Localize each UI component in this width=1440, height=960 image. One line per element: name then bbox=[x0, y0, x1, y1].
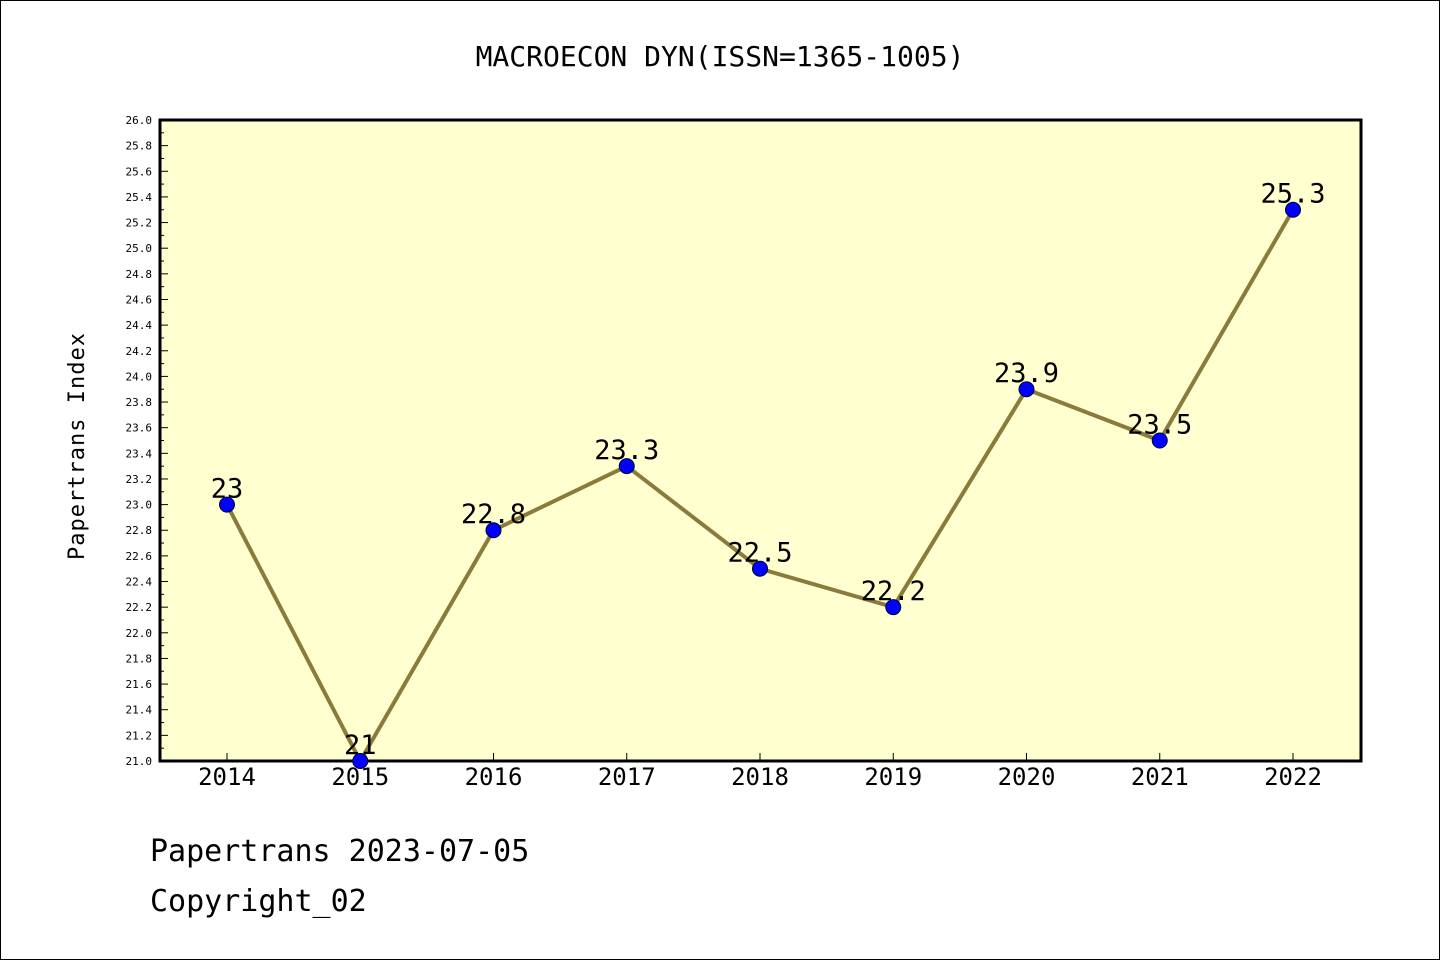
data-point-label: 21 bbox=[344, 730, 377, 761]
y-tick-label: 22.2 bbox=[126, 601, 153, 614]
data-point-label: 25.3 bbox=[1260, 179, 1325, 210]
y-tick-label: 22.4 bbox=[126, 576, 153, 589]
footer-copyright-text: Copyright_02 bbox=[150, 884, 367, 919]
y-tick-label: 22.6 bbox=[126, 550, 153, 563]
data-point-label: 23.3 bbox=[594, 435, 659, 466]
y-tick-label: 25.2 bbox=[126, 217, 153, 230]
data-point-marker bbox=[885, 599, 902, 616]
data-point-marker bbox=[1285, 201, 1301, 218]
x-tick-label: 2018 bbox=[731, 763, 789, 791]
y-tick-label: 25.0 bbox=[126, 242, 153, 255]
data-point-marker bbox=[485, 522, 502, 539]
y-tick-label: 24.8 bbox=[126, 268, 153, 281]
x-tick-label: 2019 bbox=[864, 763, 922, 791]
data-point-marker bbox=[219, 496, 235, 513]
y-tick-label: 25.6 bbox=[126, 165, 153, 178]
chart-title: MACROECON DYN(ISSN=1365-1005) bbox=[476, 40, 965, 73]
x-tick-label: 2021 bbox=[1131, 763, 1189, 791]
data-point-marker bbox=[352, 753, 369, 769]
y-axis-label: Papertrans Index bbox=[65, 332, 90, 560]
data-point-label: 22.8 bbox=[461, 499, 526, 530]
footer-date-text: Papertrans 2023-07-05 bbox=[150, 834, 530, 869]
series-points-group bbox=[219, 201, 1301, 769]
y-tick-label: 25.8 bbox=[126, 140, 153, 153]
plot-area bbox=[158, 118, 1363, 763]
y-tick-label: 26.0 bbox=[126, 114, 153, 127]
y-tick-label: 21.6 bbox=[126, 678, 153, 691]
y-tick-label: 24.2 bbox=[126, 345, 153, 358]
y-tick-label: 23.4 bbox=[126, 447, 153, 460]
y-tick-label: 23.2 bbox=[126, 473, 153, 486]
y-tick-label: 23.6 bbox=[126, 422, 153, 435]
data-point-label: 22.5 bbox=[727, 538, 792, 569]
x-tick-label: 2020 bbox=[998, 763, 1056, 791]
data-point-marker bbox=[1151, 432, 1168, 449]
data-point-marker bbox=[618, 458, 635, 475]
y-tick-label: 21.2 bbox=[126, 729, 153, 742]
data-point-marker bbox=[1018, 381, 1035, 398]
data-labels-group: 23 21 22.8 23.3 22.5 22.2 23.9 23.5 25.3 bbox=[211, 179, 1326, 761]
y-tick-label: 24.0 bbox=[126, 370, 153, 383]
data-point-label: 22.2 bbox=[861, 576, 926, 607]
y-tick-label: 24.4 bbox=[126, 319, 153, 332]
x-axis-ticks: 2014 2015 2016 2017 2018 2019 2020 2021 2022 bbox=[198, 753, 1322, 791]
y-axis-ticks: 21.0 21.2 21.4 21.6 21.8 22.0 22.2 22.4 22.6 22.8… bbox=[126, 114, 168, 768]
y-tick-label: 24.6 bbox=[126, 293, 153, 306]
y-tick-label: 23.8 bbox=[126, 396, 153, 409]
y-tick-label: 25.4 bbox=[126, 191, 153, 204]
y-tick-label: 21.8 bbox=[126, 652, 153, 665]
x-tick-label: 2022 bbox=[1264, 763, 1322, 791]
data-point-label: 23.9 bbox=[994, 358, 1059, 389]
y-tick-label: 23.0 bbox=[126, 499, 153, 512]
y-tick-label: 21.4 bbox=[126, 704, 153, 717]
x-tick-label: 2016 bbox=[465, 763, 523, 791]
y-tick-label: 22.0 bbox=[126, 627, 153, 640]
data-point-label: 23.5 bbox=[1127, 410, 1192, 441]
x-tick-label: 2017 bbox=[598, 763, 656, 791]
x-tick-label: 2014 bbox=[198, 763, 256, 791]
data-point-marker bbox=[752, 560, 768, 577]
y-tick-label: 21.0 bbox=[126, 755, 153, 768]
data-point-label: 23 bbox=[211, 474, 244, 505]
y-tick-label: 22.8 bbox=[126, 524, 153, 537]
